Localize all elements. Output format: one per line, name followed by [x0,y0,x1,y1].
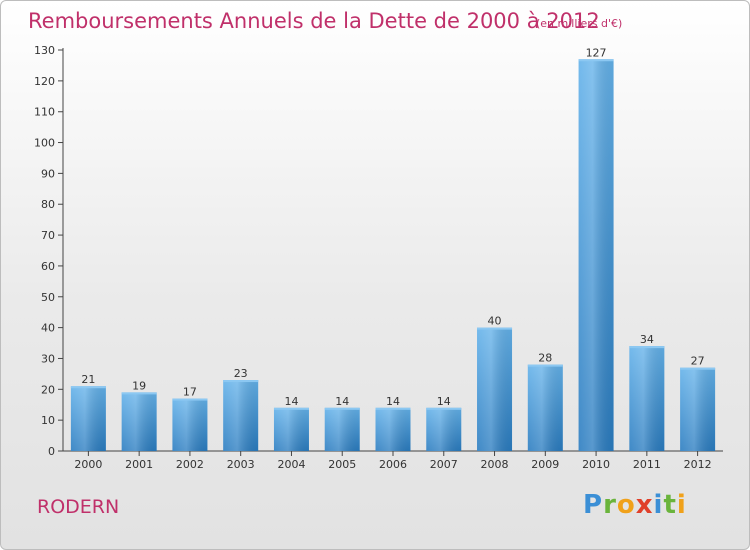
data-label: 17 [183,386,197,399]
y-tick-label: 10 [41,414,55,427]
bar-shade [680,367,716,451]
data-label: 14 [437,395,451,408]
bar-top-edge [172,398,208,401]
bar-top-edge [70,386,106,389]
x-tick-label: 2012 [684,458,712,471]
y-tick-label: 100 [34,137,55,150]
unit-label: (en milliers d'€) [536,17,623,30]
x-tick-label: 2011 [633,458,661,471]
data-label: 28 [538,352,552,365]
bar-shade [375,407,411,451]
data-label: 14 [284,395,298,408]
x-tick-label: 2002 [176,458,204,471]
chart-title: Remboursements Annuels de la Dette de 20… [28,9,600,33]
bar-shade [629,346,665,451]
bar-top-edge [375,407,411,410]
axes: 0 10 20 30 40 50 60 70 80 90 100 110 120 130 2000 2001 2… [34,44,723,471]
y-tick-label: 60 [41,260,55,273]
bar-top-edge [578,59,614,62]
bar-shade [70,386,106,451]
x-tick-label: 2006 [379,458,407,471]
x-tick-label: 2007 [430,458,458,471]
data-label: 14 [386,395,400,408]
x-tick-label: 2003 [227,458,255,471]
data-label: 19 [132,379,146,392]
y-tick-label: 0 [48,445,55,458]
bar-top-edge [121,392,157,395]
bar-top-edge [273,407,309,410]
y-tick-label: 80 [41,198,55,211]
bar-shade [121,392,157,451]
bar-shade [223,380,259,451]
data-label: 40 [488,315,502,328]
x-tick-label: 2005 [328,458,356,471]
bar-top-edge [223,380,259,383]
bar-top-edge [426,407,462,410]
bars [70,59,716,451]
x-tick-label: 2004 [277,458,305,471]
data-label: 34 [640,333,654,346]
location-name: RODERN [37,496,120,518]
x-tick-label: 2001 [125,458,153,471]
y-tick-label: 70 [41,229,55,242]
x-tick-label: 2008 [481,458,509,471]
y-tick-label: 120 [34,75,55,88]
data-label: 127 [586,46,607,59]
proxiti-logo[interactable]: Proxiti [583,490,687,520]
bar-top-edge [680,367,716,370]
x-tick-label: 2009 [531,458,559,471]
bar-top-edge [629,346,665,349]
value-labels: 21 19 17 23 14 14 14 14 40 28 127 34 27 [81,46,704,408]
bar-shade [172,398,208,451]
y-tick-label: 110 [34,106,55,119]
bar-top-edge [527,364,563,367]
y-tick-label: 50 [41,291,55,304]
bar-top-edge [324,407,360,410]
x-tick-label: 2010 [582,458,610,471]
bar-shade [273,407,309,451]
y-tick-label: 30 [41,352,55,365]
bar-top-edge [477,327,513,330]
y-tick-label: 40 [41,322,55,335]
data-label: 21 [81,373,95,386]
bar-shade [477,327,513,451]
data-label: 27 [691,355,705,368]
data-label: 23 [234,367,248,380]
y-tick-label: 20 [41,383,55,396]
data-label: 14 [335,395,349,408]
y-tick-label: 130 [34,44,55,57]
bar-shade [324,407,360,451]
bar-shade [527,364,563,451]
x-tick-label: 2000 [74,458,102,471]
bar-shade [578,59,614,451]
bar-shade [426,407,462,451]
y-tick-label: 90 [41,167,55,180]
